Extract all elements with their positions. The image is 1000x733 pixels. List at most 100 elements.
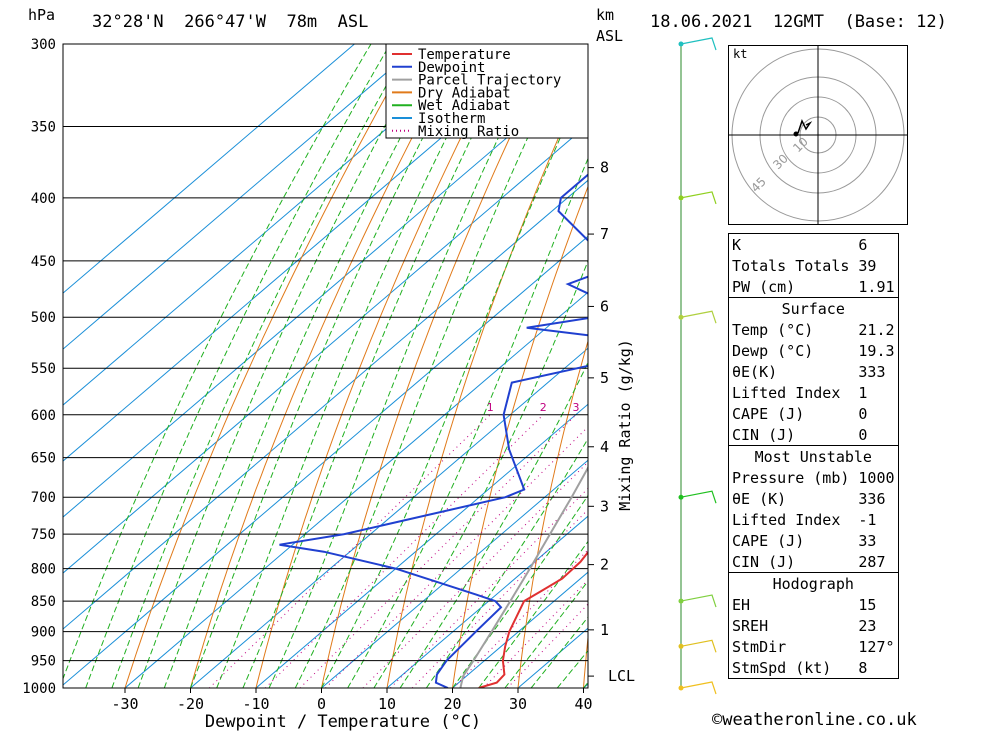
isotherm-line	[63, 44, 421, 350]
copyright: ©weatheronline.co.uk	[712, 710, 917, 730]
index-label: θE(K)	[732, 362, 778, 381]
wind-barb	[680, 490, 717, 504]
mixing-ratio-tick-label: 4	[597, 401, 604, 414]
pressure-tick-label: 1000	[22, 681, 56, 697]
wet-adiabat-line	[268, 44, 545, 688]
x-tick-label: 30	[509, 695, 527, 713]
isobars	[63, 43, 588, 689]
index-value: 1000	[858, 468, 895, 487]
index-row: StmSpd (kt) 8	[729, 657, 899, 679]
wet-adiabat-line	[478, 540, 588, 688]
height-tick-label: 5	[600, 369, 609, 387]
index-row: Temp (°C) 21.2	[729, 319, 899, 340]
series-line-temperature	[478, 550, 588, 688]
location-title: 32°28'N 266°47'W 78m ASL	[92, 12, 369, 32]
index-value: 6	[858, 235, 868, 254]
wet-adiabat-line	[347, 157, 588, 688]
pressure-tick-label: 950	[31, 654, 56, 670]
index-value: 287	[858, 552, 886, 571]
hodograph-storm-marker	[793, 131, 799, 137]
mixing-ratio-tick-label: 8	[658, 401, 665, 414]
isotherm-line	[255, 403, 588, 688]
isotherm-line	[63, 67, 588, 518]
mixing-ratio-tick-label: 10	[675, 401, 689, 414]
pressure-tick-label: 900	[31, 625, 56, 641]
index-value: 21.2	[858, 320, 895, 339]
index-value: 1.91	[858, 277, 895, 296]
pressure-tick-label: 650	[31, 451, 56, 467]
pressure-tick-label: 350	[31, 119, 56, 135]
mixing-ratio-tick-label: 1	[487, 401, 494, 414]
index-label: PW (cm)	[732, 277, 796, 296]
dry-adiabat-line	[190, 44, 462, 688]
index-value: 333	[858, 362, 886, 381]
x-axis-title: Dewpoint / Temperature (°C)	[205, 712, 481, 732]
wet-adiabat-line	[294, 44, 573, 688]
legend-entry: Dry Adiabat	[418, 85, 511, 101]
index-value: 8	[858, 658, 868, 677]
index-label: CIN (J)	[732, 425, 796, 444]
wet-adiabat-line	[242, 44, 519, 688]
wet-adiabat-line	[504, 580, 588, 688]
wet-adiabat-line	[399, 361, 588, 688]
index-row: CIN (J) 287	[729, 551, 899, 573]
index-value: 336	[858, 489, 886, 508]
wind-barb	[680, 37, 717, 51]
isotherm-line	[63, 44, 552, 462]
index-row: StmDir 127°	[729, 636, 899, 657]
mixing-ratio-line	[208, 414, 491, 688]
profiles	[279, 173, 588, 688]
indices-table: K 6 Totals Totals 39 PW (cm) 1.91 Surface Temp …	[728, 233, 899, 679]
mixing-ratio-tick-label: 3	[573, 401, 580, 414]
series-line-dewpoint	[279, 173, 588, 688]
index-row: SREH 23	[729, 615, 899, 636]
index-label: θE (K)	[732, 489, 787, 508]
mixing-ratio-line	[264, 414, 544, 688]
pressure-tick-label: 400	[31, 191, 56, 207]
index-label: Lifted Index	[732, 510, 841, 529]
dry-adiabat-line	[583, 632, 588, 688]
x-tick-label: -30	[111, 695, 138, 713]
isotherm-line	[452, 571, 588, 688]
index-row: EH 15	[729, 594, 899, 615]
x-tick-label: 40	[574, 695, 592, 713]
isotherm-line	[386, 515, 588, 688]
wet-adiabat-line	[530, 616, 588, 688]
mixing-ratio-axis-title: Mixing Ratio (g/kg)	[616, 339, 634, 511]
legend-box	[385, 43, 589, 139]
wet-adiabat-line	[321, 74, 588, 688]
hodograph-trace	[797, 119, 813, 134]
index-row: PW (cm) 1.91	[729, 276, 899, 298]
index-row: CAPE (J) 33	[729, 530, 899, 551]
index-value: 0	[858, 425, 868, 444]
legend-entry: Parcel Trajectory	[418, 73, 561, 89]
index-label: SREH	[732, 616, 769, 635]
index-label: CAPE (J)	[732, 531, 805, 550]
pressure-unit-label: hPa	[28, 6, 56, 24]
index-label: Lifted Index	[732, 383, 841, 402]
index-label: EH	[732, 595, 751, 614]
wind-barb	[680, 310, 717, 324]
isotherm-line	[63, 179, 588, 630]
height-tick-label: LCL	[608, 667, 635, 685]
isotherm-line	[63, 44, 355, 294]
dry-adiabat-line	[903, 44, 972, 688]
legend-entry: Isotherm	[418, 111, 485, 127]
pressure-tick-label: 450	[31, 254, 56, 270]
legend-entry: Wet Adiabat	[418, 98, 511, 114]
index-row: Dewp (°C) 19.3	[729, 340, 899, 361]
wet-adiabat-line	[425, 437, 588, 688]
background-lines: 12346810152025	[63, 44, 972, 688]
x-tick-label: -10	[242, 695, 269, 713]
isotherm-line	[63, 44, 486, 406]
axes: 3003504004505005506006507007508008509009…	[22, 37, 635, 732]
plot-frame	[62, 43, 589, 689]
index-section-title: Hodograph	[728, 572, 899, 594]
index-value: -1	[858, 510, 877, 529]
height-tick-label: 1	[600, 621, 609, 639]
height-tick-label: 6	[600, 297, 609, 315]
isotherm-line	[321, 459, 588, 688]
index-row: CIN (J) 0	[729, 424, 899, 446]
